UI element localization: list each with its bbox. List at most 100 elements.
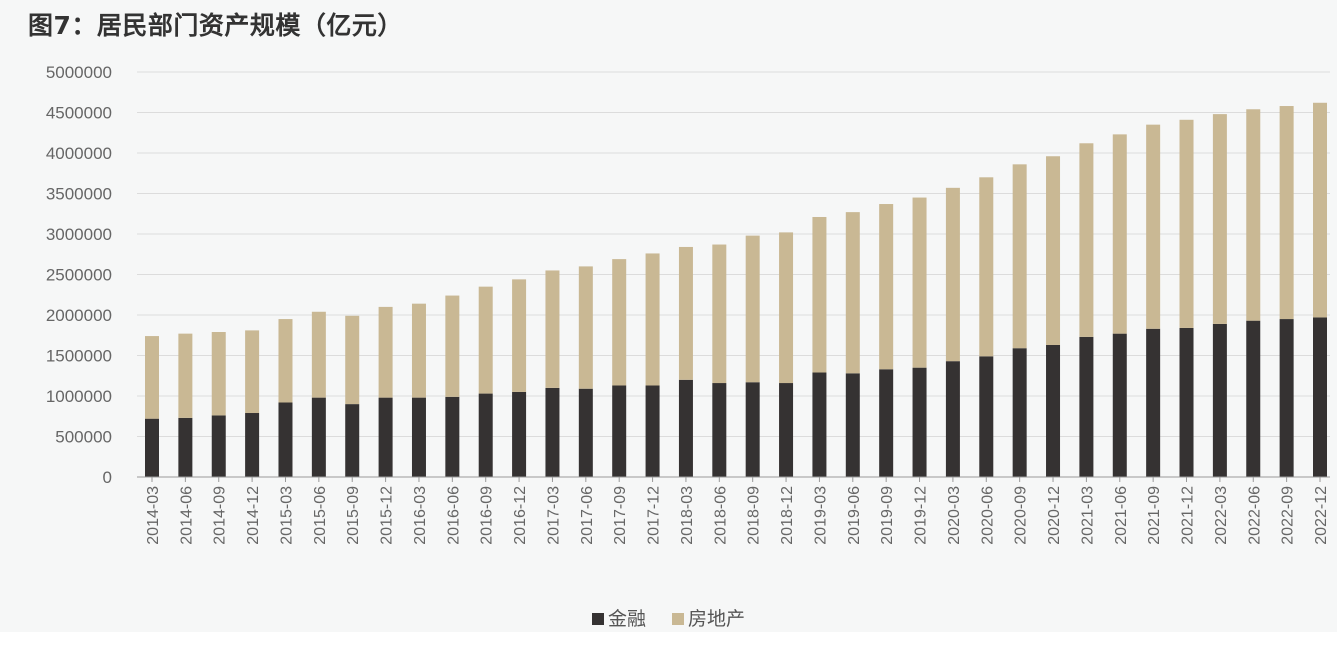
bar-realestate-2015-03 (278, 319, 293, 403)
x-tick-label: 2014-12 (245, 486, 262, 545)
x-tick-label: 2018-03 (679, 486, 696, 545)
bar-realestate-2016-09 (478, 286, 493, 394)
bar-realestate-2014-03 (145, 336, 159, 419)
bar-finance-2015-03 (278, 402, 293, 477)
y-tick-label: 3000000 (46, 225, 112, 244)
y-tick-label: 500000 (55, 428, 112, 447)
x-tick-label: 2019-03 (812, 486, 829, 545)
bar-finance-2017-12 (645, 385, 660, 477)
bar-realestate-2022-03 (1212, 114, 1227, 324)
x-tick-label: 2017-06 (579, 486, 596, 545)
bar-finance-2016-12 (512, 391, 527, 477)
x-tick-label: 2018-09 (746, 486, 763, 545)
bar-finance-2020-09 (1012, 348, 1027, 477)
bar-realestate-2016-12 (512, 279, 527, 392)
y-tick-label: 4000000 (46, 144, 112, 163)
chart-plot: 0 500000 1000000 1500000 2000000 2500000 30000… (46, 63, 1330, 545)
x-tick-label: 2019-06 (846, 486, 863, 545)
bar-realestate-2014-06 (178, 333, 193, 418)
bar-realestate-2019-12 (912, 197, 927, 368)
axis-layer: 0 500000 1000000 1500000 2000000 2500000 30000… (46, 63, 1330, 545)
legend-label-finance: 金融 (607, 608, 646, 630)
x-tick-label: 2021-03 (1079, 486, 1096, 545)
bar-layer (145, 102, 1327, 477)
x-tick-label: 2014-09 (212, 486, 229, 545)
bar-realestate-2014-12 (245, 330, 260, 414)
bar-realestate-2017-03 (545, 270, 560, 388)
x-tick-label: 2022-06 (1246, 486, 1263, 545)
legend: 金融 房地产 (0, 604, 1337, 631)
x-tick-label: 2018-06 (712, 486, 729, 545)
bar-realestate-2022-09 (1279, 106, 1294, 320)
y-tick-label: 4500000 (46, 104, 112, 123)
bar-finance-2021-03 (1079, 336, 1094, 477)
y-tick-label: 5000000 (46, 63, 112, 82)
bar-realestate-2016-03 (411, 303, 426, 398)
x-tick-label: 2020-12 (1046, 486, 1063, 545)
bar-finance-2019-06 (845, 373, 860, 477)
bar-realestate-2015-09 (345, 315, 360, 405)
bar-realestate-2020-09 (1012, 164, 1027, 349)
bar-realestate-2021-03 (1079, 143, 1094, 337)
x-tick-label: 2015-12 (379, 486, 396, 545)
x-tick-label: 2014-06 (178, 486, 195, 545)
x-tick-label: 2019-09 (879, 486, 896, 545)
legend-label-realestate: 房地产 (688, 608, 746, 630)
bar-finance-2014-06 (178, 417, 193, 477)
bar-realestate-2020-06 (979, 177, 994, 357)
x-tick-label: 2020-09 (1013, 486, 1030, 545)
bar-realestate-2018-06 (712, 244, 727, 384)
bar-finance-2015-12 (378, 397, 393, 477)
bar-realestate-2017-12 (645, 253, 660, 386)
bar-finance-2021-09 (1146, 328, 1161, 477)
bar-finance-2014-12 (245, 413, 260, 477)
x-tick-label: 2015-03 (278, 486, 295, 545)
bar-finance-2019-09 (879, 369, 894, 477)
bar-finance-2015-09 (345, 404, 360, 477)
bar-finance-2022-06 (1246, 320, 1261, 477)
bar-realestate-2014-09 (211, 332, 226, 416)
bar-realestate-2018-03 (678, 246, 693, 380)
x-tick-label: 2016-03 (412, 486, 429, 545)
y-tick-label: 1500000 (46, 347, 112, 366)
chart-frame: 图7：居民部门资产规模（亿元） 0 500000 1000000 1500000 200… (0, 11, 1337, 631)
bar-finance-2022-03 (1212, 323, 1227, 477)
x-tick-label: 2014-03 (145, 486, 162, 545)
bar-realestate-2015-06 (311, 311, 326, 398)
x-tick-label: 2021-06 (1113, 486, 1130, 545)
x-tick-label: 2017-12 (646, 486, 663, 545)
bar-finance-2018-09 (745, 382, 760, 477)
bar-finance-2021-06 (1112, 333, 1127, 477)
bar-realestate-2017-06 (578, 266, 593, 389)
x-tick-label: 2015-06 (312, 486, 329, 545)
x-tick-label: 2016-09 (479, 486, 496, 545)
x-tick-label: 2015-09 (345, 486, 362, 545)
bar-realestate-2021-09 (1146, 124, 1161, 329)
grid-layer (137, 71, 1330, 437)
bar-finance-2019-12 (912, 367, 927, 477)
legend-item-realestate: 房地产 (672, 604, 745, 631)
bar-realestate-2015-12 (378, 306, 393, 398)
x-tick-label: 2018-12 (779, 486, 796, 545)
bar-finance-2018-06 (712, 383, 727, 477)
bar-finance-2019-03 (812, 372, 827, 477)
bar-finance-2016-03 (411, 397, 426, 477)
legend-swatch-realestate (672, 613, 685, 625)
x-tick-label: 2021-09 (1146, 486, 1163, 545)
bar-realestate-2018-12 (779, 232, 794, 384)
bar-finance-2020-06 (979, 356, 994, 477)
bar-finance-2021-12 (1179, 327, 1194, 477)
x-tick-label: 2022-03 (1213, 486, 1230, 545)
x-tick-label: 2022-09 (1280, 486, 1297, 545)
legend-swatch-finance (591, 613, 604, 625)
y-tick-label: 1000000 (46, 387, 112, 406)
legend-item-finance: 金融 (591, 604, 646, 631)
bar-realestate-2021-06 (1112, 134, 1127, 334)
bar-finance-2016-06 (445, 396, 460, 477)
bar-realestate-2020-12 (1046, 156, 1061, 345)
x-tick-label: 2016-06 (445, 486, 462, 545)
bar-finance-2020-12 (1046, 344, 1061, 477)
bar-realestate-2022-06 (1246, 109, 1261, 321)
bar-realestate-2019-06 (845, 212, 860, 374)
bar-finance-2022-09 (1279, 319, 1294, 477)
